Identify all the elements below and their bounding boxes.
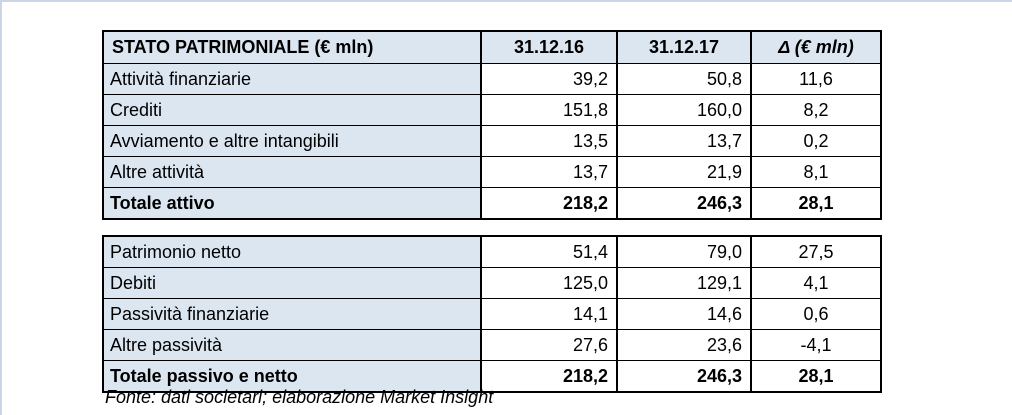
value-2016: 27,6	[480, 329, 618, 361]
table-row: Attività finanziarie 39,2 50,8 11,6	[102, 63, 882, 95]
source-note: Fonte: dati societari; elaborazione Mark…	[105, 387, 494, 407]
total-liabilities-row: Totale passivo e netto 218,2 246,3 28,1	[102, 360, 882, 393]
table-row: Debiti 125,0 129,1 4,1	[102, 267, 882, 299]
row-label: Totale passivo e netto	[102, 360, 482, 393]
value-2016: 151,8	[480, 94, 618, 126]
assets-table: STATO PATRIMONIALE (€ mln) 31.12.16 31.1…	[102, 30, 882, 220]
value-2016: 218,2	[480, 360, 618, 393]
value-2017: 23,6	[616, 329, 752, 361]
value-delta: 27,5	[750, 235, 882, 268]
value-2016: 218,2	[480, 187, 618, 220]
value-2017: 160,0	[616, 94, 752, 126]
value-2017: 129,1	[616, 267, 752, 299]
value-2017: 50,8	[616, 63, 752, 95]
value-2017: 79,0	[616, 235, 752, 268]
value-2017: 13,7	[616, 125, 752, 157]
value-2016: 125,0	[480, 267, 618, 299]
value-2016: 14,1	[480, 298, 618, 330]
value-delta: 4,1	[750, 267, 882, 299]
table-row: Altre passività 27,6 23,6 -4,1	[102, 329, 882, 361]
table-row: Crediti 151,8 160,0 8,2	[102, 94, 882, 126]
value-delta: 0,6	[750, 298, 882, 330]
row-label: Altre attività	[102, 156, 482, 188]
table-row: Avviamento e altre intangibili 13,5 13,7…	[102, 125, 882, 157]
value-2017: 246,3	[616, 187, 752, 220]
value-2016: 13,7	[480, 156, 618, 188]
row-label: Debiti	[102, 267, 482, 299]
column-header-delta: Δ (€ mln)	[750, 30, 882, 64]
row-label: Avviamento e altre intangibili	[102, 125, 482, 157]
table-row: Patrimonio netto 51,4 79,0 27,5	[102, 235, 882, 268]
value-delta: 28,1	[750, 187, 882, 220]
value-delta: 28,1	[750, 360, 882, 393]
liabilities-table: Patrimonio netto 51,4 79,0 27,5 Debiti 1…	[102, 235, 882, 393]
value-2017: 21,9	[616, 156, 752, 188]
value-delta: 0,2	[750, 125, 882, 157]
value-delta: 8,1	[750, 156, 882, 188]
row-label: Totale attivo	[102, 187, 482, 220]
table-title: STATO PATRIMONIALE (€ mln)	[102, 30, 482, 64]
value-delta: 8,2	[750, 94, 882, 126]
balance-sheet-table: STATO PATRIMONIALE (€ mln) 31.12.16 31.1…	[102, 30, 882, 393]
row-label: Patrimonio netto	[102, 235, 482, 268]
value-delta: 11,6	[750, 63, 882, 95]
column-header-2016: 31.12.16	[480, 30, 618, 64]
value-2017: 14,6	[616, 298, 752, 330]
table-header-row: STATO PATRIMONIALE (€ mln) 31.12.16 31.1…	[102, 30, 882, 64]
value-2017: 246,3	[616, 360, 752, 393]
total-assets-row: Totale attivo 218,2 246,3 28,1	[102, 187, 882, 220]
row-label: Crediti	[102, 94, 482, 126]
row-label: Passività finanziarie	[102, 298, 482, 330]
row-label: Altre passività	[102, 329, 482, 361]
value-2016: 39,2	[480, 63, 618, 95]
value-delta: -4,1	[750, 329, 882, 361]
row-label: Attività finanziarie	[102, 63, 482, 95]
value-2016: 51,4	[480, 235, 618, 268]
table-row: Altre attività 13,7 21,9 8,1	[102, 156, 882, 188]
column-header-2017: 31.12.17	[616, 30, 752, 64]
value-2016: 13,5	[480, 125, 618, 157]
table-row: Passività finanziarie 14,1 14,6 0,6	[102, 298, 882, 330]
